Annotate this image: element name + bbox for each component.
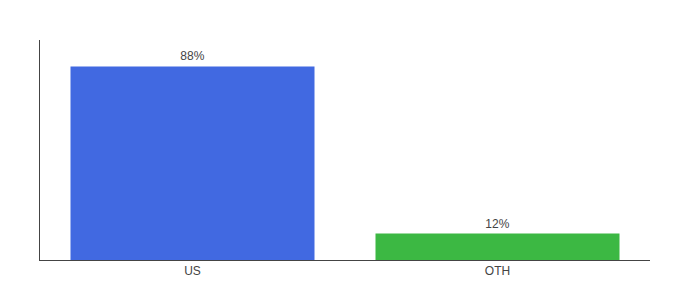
svg-text:12%: 12% — [485, 217, 509, 231]
svg-text:OTH: OTH — [485, 264, 510, 278]
svg-text:88%: 88% — [180, 49, 204, 63]
svg-text:US: US — [184, 264, 201, 278]
